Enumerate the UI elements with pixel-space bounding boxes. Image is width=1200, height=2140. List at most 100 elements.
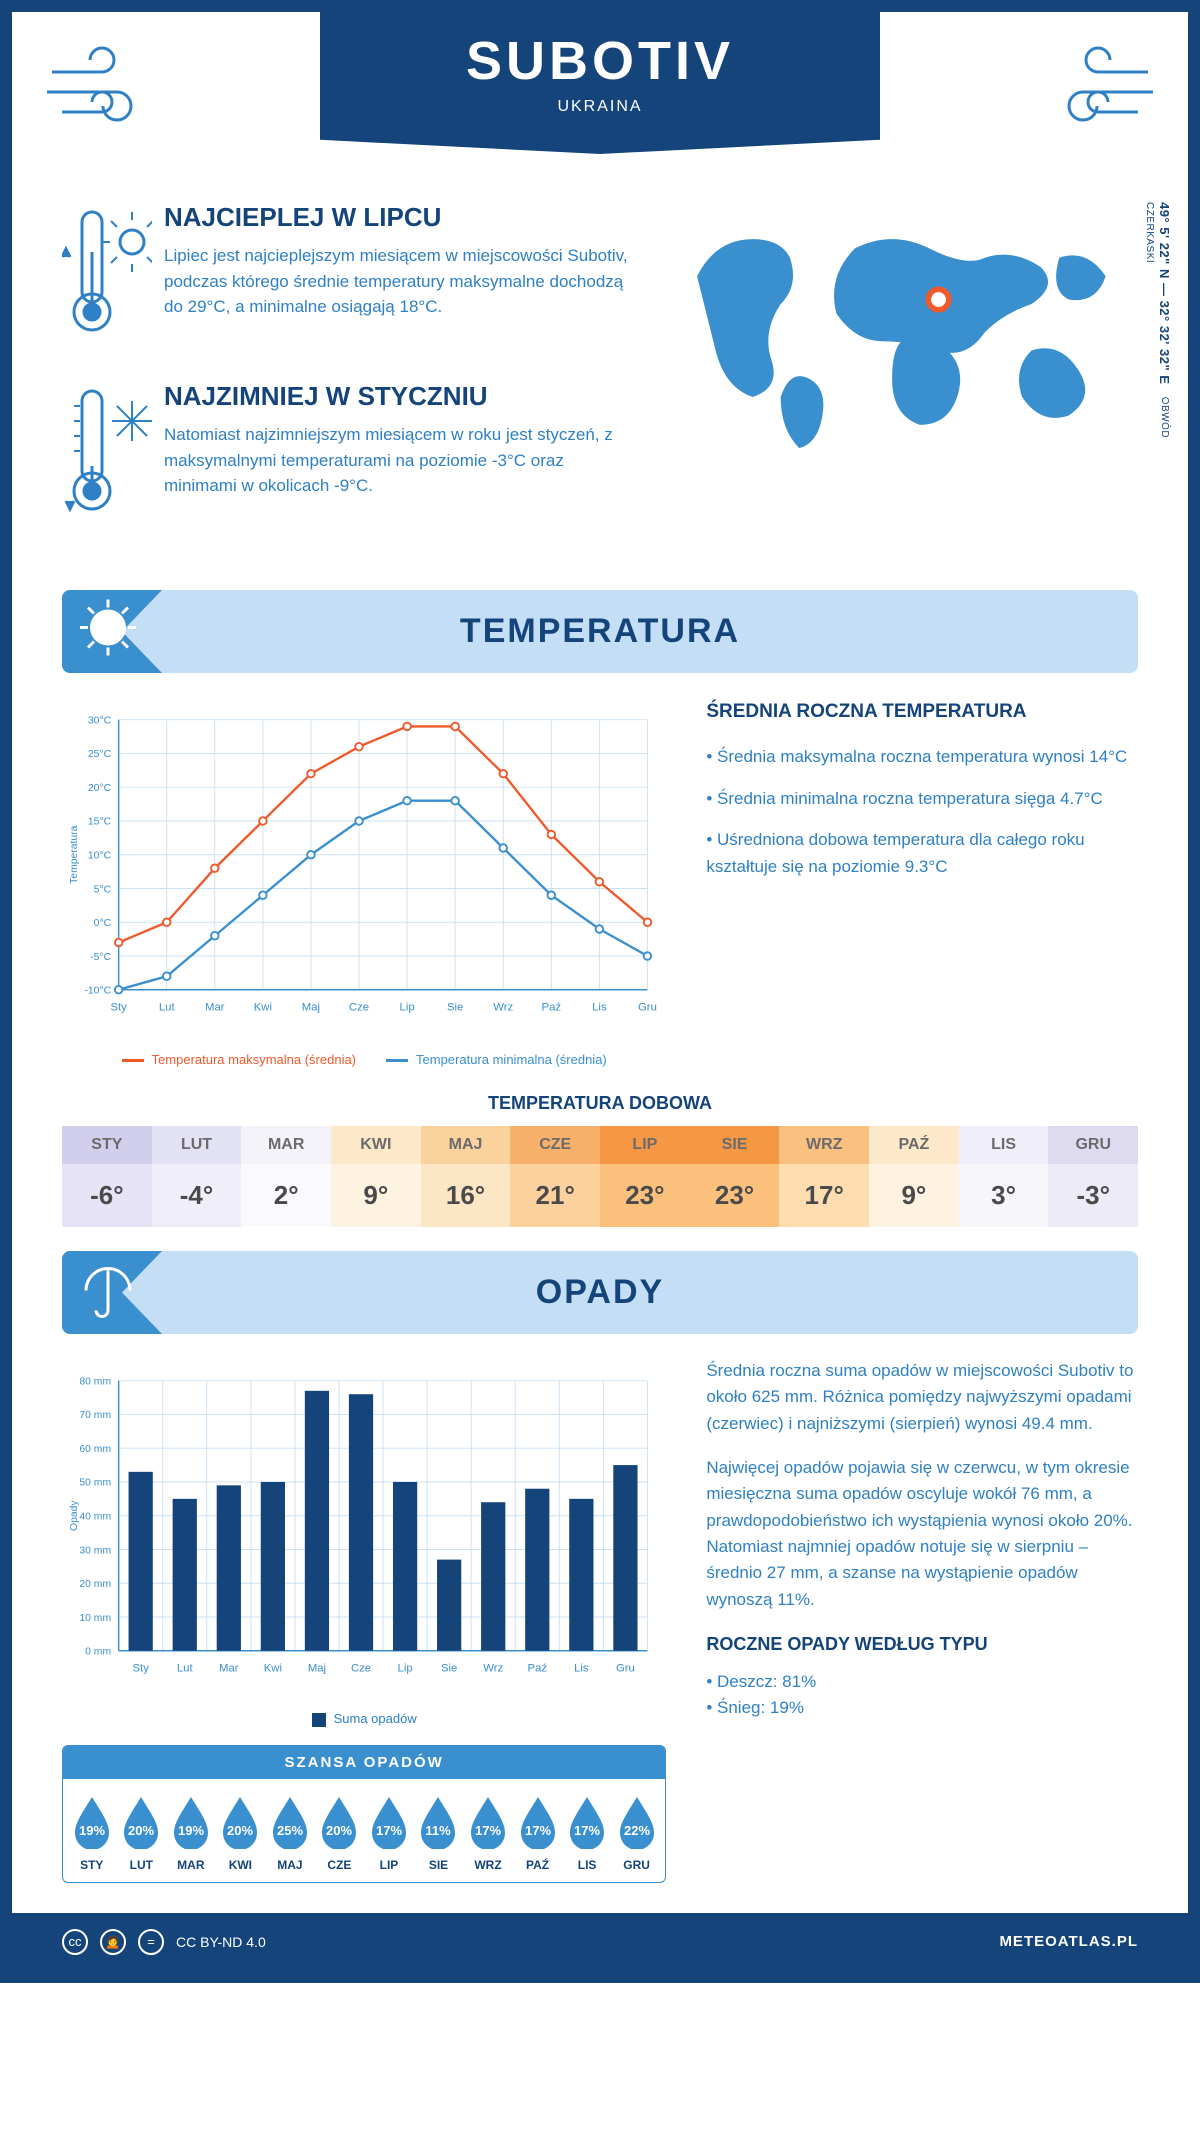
temperature-section-header: TEMPERATURA (62, 590, 1138, 673)
by-icon: 🙍 (100, 1929, 126, 1955)
daily-temp-cell: KWI9° (331, 1126, 421, 1227)
cc-icon: cc (62, 1929, 88, 1955)
svg-text:Lip: Lip (398, 1663, 413, 1675)
daily-temp-cell: GRU-3° (1048, 1126, 1138, 1227)
svg-text:Lip: Lip (400, 1002, 415, 1014)
rain-chance-drop: 20%LUT (117, 1793, 167, 1872)
rain-chance-drop: 17%LIP (364, 1793, 414, 1872)
svg-text:Wrz: Wrz (493, 1002, 513, 1014)
svg-text:Maj: Maj (308, 1663, 326, 1675)
svg-text:Lut: Lut (159, 1002, 176, 1014)
svg-text:Wrz: Wrz (483, 1663, 503, 1675)
svg-text:20°C: 20°C (88, 783, 112, 794)
svg-text:Gru: Gru (616, 1663, 635, 1675)
svg-text:Opady: Opady (69, 1500, 80, 1531)
daily-temp-cell: LUT-4° (152, 1126, 242, 1227)
umbrella-icon (76, 1258, 136, 1327)
svg-text:20%: 20% (326, 1823, 352, 1838)
daily-temp-cell: LIP23° (600, 1126, 690, 1227)
hottest-text: Lipiec jest najcieplejszym miesiącem w m… (164, 243, 629, 320)
rain-chance-drop: 25%MAJ (265, 1793, 315, 1872)
wind-icon (1038, 42, 1158, 149)
header: SUBOTIV UKRAINA (12, 12, 1188, 182)
svg-text:20%: 20% (227, 1823, 253, 1838)
svg-text:20%: 20% (128, 1823, 154, 1838)
world-map-icon (665, 202, 1138, 462)
svg-text:-5°C: -5°C (90, 952, 111, 963)
license-badge: cc 🙍 = CC BY-ND 4.0 (62, 1929, 266, 1955)
svg-text:Paź: Paź (542, 1002, 562, 1014)
daily-temp-cell: MAR2° (241, 1126, 331, 1227)
daily-temp-table: STY-6°LUT-4°MAR2°KWI9°MAJ16°CZE21°LIP23°… (62, 1126, 1138, 1227)
precipitation-legend: Suma opadów (62, 1711, 666, 1727)
svg-text:22%: 22% (624, 1823, 650, 1838)
precipitation-summary: Średnia roczna suma opadów w miejscowośc… (706, 1358, 1138, 1883)
svg-text:Gru: Gru (638, 1002, 657, 1014)
svg-text:17%: 17% (376, 1823, 402, 1838)
svg-text:0°C: 0°C (94, 918, 112, 929)
svg-text:17%: 17% (525, 1823, 551, 1838)
daily-temp-cell: LIS3° (959, 1126, 1049, 1227)
svg-text:Maj: Maj (302, 1002, 320, 1014)
svg-text:70 mm: 70 mm (79, 1410, 111, 1421)
svg-text:25°C: 25°C (88, 749, 112, 760)
svg-text:30°C: 30°C (88, 715, 112, 726)
rain-chance-drop: 17%LIS (562, 1793, 612, 1872)
svg-text:19%: 19% (178, 1823, 204, 1838)
temperature-summary: ŚREDNIA ROCZNA TEMPERATURA • Średnia mak… (706, 697, 1138, 1067)
svg-text:17%: 17% (574, 1823, 600, 1838)
coldest-title: NAJZIMNIEJ W STYCZNIU (164, 381, 629, 412)
svg-text:20 mm: 20 mm (79, 1579, 111, 1590)
map-panel: 49° 5' 22" N — 32° 32' 32" E OBWÓD CZERK… (665, 202, 1138, 560)
svg-text:15°C: 15°C (88, 817, 112, 828)
thermometer-cold-icon (62, 381, 142, 526)
hottest-block: NAJCIEPLEJ W LIPCU Lipiec jest najcieple… (62, 202, 629, 347)
svg-text:Kwi: Kwi (254, 1002, 272, 1014)
svg-text:Sty: Sty (110, 1002, 127, 1014)
svg-text:40 mm: 40 mm (79, 1512, 111, 1523)
rain-chance-drop: 20%KWI (216, 1793, 266, 1872)
precipitation-section-header: OPADY (62, 1251, 1138, 1334)
svg-text:50 mm: 50 mm (79, 1478, 111, 1489)
wind-icon (42, 42, 162, 149)
svg-text:Sty: Sty (133, 1663, 150, 1675)
svg-text:10 mm: 10 mm (79, 1613, 111, 1624)
svg-text:Cze: Cze (351, 1663, 371, 1675)
coldest-text: Natomiast najzimniejszym miesiącem w rok… (164, 422, 629, 499)
daily-temp-cell: CZE21° (510, 1126, 600, 1227)
svg-text:Mar: Mar (205, 1002, 225, 1014)
rain-chance-drop: 19%STY (67, 1793, 117, 1872)
rain-chance-drop: 22%GRU (612, 1793, 662, 1872)
temperature-line-chart: -10°C -5°C 0°C 5°C 10°C 15°C 20°C 25°C 30°C Sty Lu… (62, 697, 666, 1067)
site-brand: METEOATLAS.PL (999, 1933, 1138, 1950)
svg-text:25%: 25% (277, 1823, 303, 1838)
svg-text:Lis: Lis (592, 1002, 607, 1014)
city-title: SUBOTIV (340, 30, 860, 92)
hottest-title: NAJCIEPLEJ W LIPCU (164, 202, 629, 233)
svg-text:11%: 11% (426, 1823, 452, 1838)
svg-text:80 mm: 80 mm (79, 1376, 111, 1387)
rain-chance-drop: 19%MAR (166, 1793, 216, 1872)
sun-icon (76, 595, 140, 668)
rain-chance-drop: 17%PAŹ (513, 1793, 563, 1872)
svg-text:Sie: Sie (441, 1663, 457, 1675)
svg-text:Temperatura: Temperatura (69, 825, 80, 883)
svg-text:10°C: 10°C (88, 851, 112, 862)
svg-text:Lis: Lis (574, 1663, 589, 1675)
svg-text:Sie: Sie (447, 1002, 463, 1014)
svg-text:Lut: Lut (177, 1663, 194, 1675)
svg-text:5°C: 5°C (94, 884, 112, 895)
daily-temp-cell: PAŹ9° (869, 1126, 959, 1227)
daily-temp-cell: MAJ16° (421, 1126, 511, 1227)
temperature-legend: Temperatura maksymalna (średnia) Tempera… (62, 1052, 666, 1067)
precipitation-bar-chart: 0 mm10 mm20 mm30 mm40 mm50 mm60 mm70 mm8… (62, 1358, 666, 1698)
svg-text:30 mm: 30 mm (79, 1545, 111, 1556)
rain-chance-drop: 11%SIE (414, 1793, 464, 1872)
svg-text:Paź: Paź (528, 1663, 548, 1675)
daily-temp-cell: WRZ17° (779, 1126, 869, 1227)
svg-text:Cze: Cze (349, 1002, 369, 1014)
svg-text:60 mm: 60 mm (79, 1444, 111, 1455)
svg-text:-10°C: -10°C (84, 986, 111, 997)
country-subtitle: UKRAINA (340, 98, 860, 116)
svg-text:Mar: Mar (219, 1663, 239, 1675)
